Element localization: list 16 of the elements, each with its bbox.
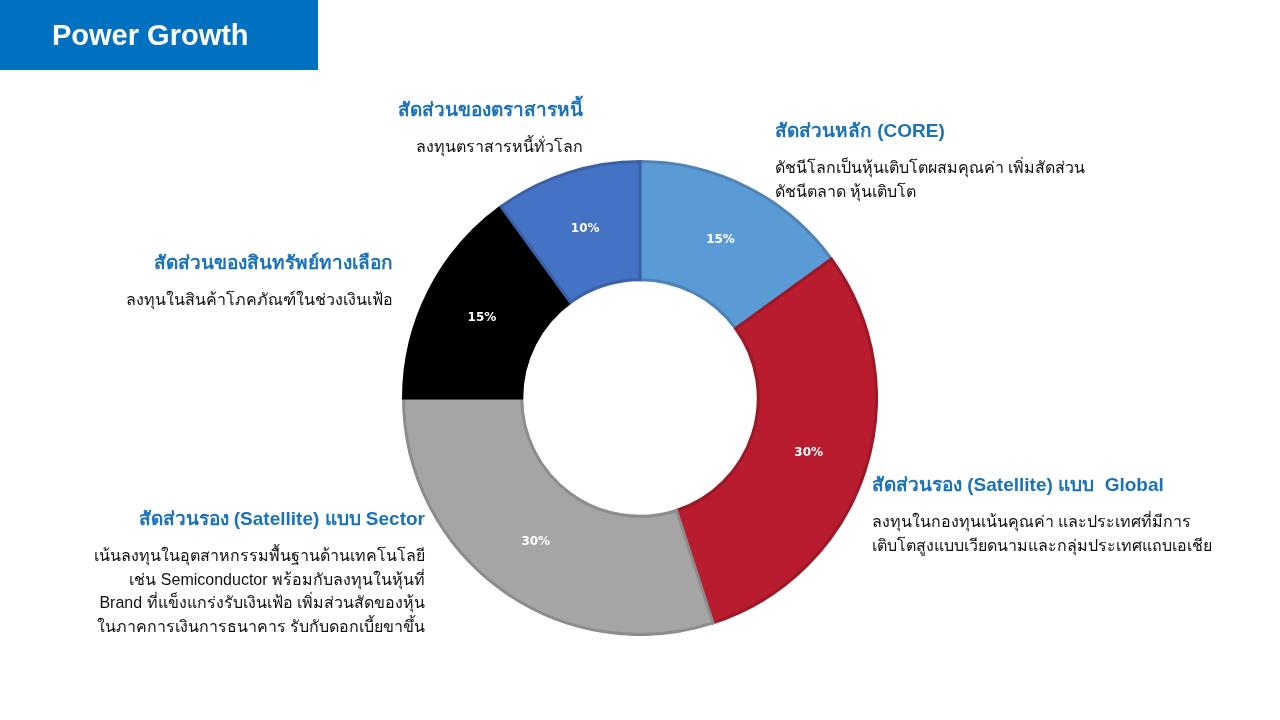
chart-title: Power Growth <box>0 0 318 70</box>
data-label: 10% <box>570 221 600 236</box>
slice-label: สัดส่วนรอง (Satellite) แบบ Global <box>872 473 1165 497</box>
slice-label: สัดส่วนของตราสารหนี้ <box>398 97 583 122</box>
data-label: 15% <box>706 232 735 247</box>
data-label: 30% <box>794 444 824 459</box>
text: ลงทุนในกองทุนเน้นคุณค่า และประเทศที่มีการ เติบโตสูงแบบเวียดนามและกลุ่มประเทศแถบเอเชีย <box>872 510 1212 557</box>
text: ลงทุนตราสารหนี้ทั่วโลก <box>415 135 583 159</box>
data-label: 30% <box>521 533 551 548</box>
text: เน้นลงทุนในอุตสาหกรรมพื้นฐานด้านเทคโนโลยี เช่น Semiconductor พร้อมกับลงทุนในหุ้นที่ Brand ที่แข็งแกร่งรับเงินเฟ้อ เพิ่มส่วนสัดของหุ้น ในภาคการเงินการธนาคาร รับกับดอกเบี้ยขาขึ้น <box>94 544 425 637</box>
text: ดัชนีโลกเป็นหุ้นเติบโตผสมคุณค่า เพิ่มสัดส่วน ดัชนีตลาด หุ้นเติบโต <box>775 156 1086 203</box>
data-label: 15% <box>467 309 497 324</box>
slice-label: สัดส่วนของสินทรัพย์ทางเลือก <box>153 251 393 275</box>
slice-label: สัดส่วนหลัก (CORE) <box>775 119 946 143</box>
text: ลงทุนในสินค้าโภคภัณฑ์ในช่วงเงินเฟ้อ <box>126 289 393 312</box>
slice-label: สัดส่วนรอง (Satellite) แบบ Sector <box>137 507 425 531</box>
